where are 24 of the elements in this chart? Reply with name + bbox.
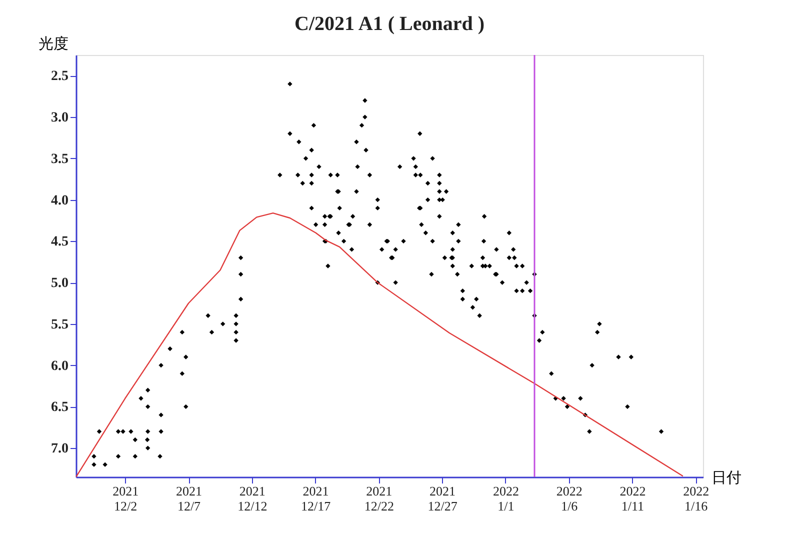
y-tick-label: 2.5: [51, 69, 68, 84]
y-tick-label: 5.5: [51, 317, 68, 332]
x-tick-label: 2021 12/27: [428, 484, 458, 514]
y-tick-label: 3.5: [51, 152, 68, 167]
x-tick-label: 2022 1/11: [620, 484, 646, 514]
x-tick-label: 2022 1/16: [683, 484, 710, 514]
y-tick-label: 4.5: [51, 234, 68, 250]
line-series: [76, 212, 684, 477]
x-tick-label: 2021 12/22: [364, 484, 394, 514]
x-tick-label: 2021 12/2: [112, 484, 139, 514]
y-tick-label: 7.0: [51, 442, 68, 457]
chart-title: C/2021 A1 ( Leonard ): [294, 13, 484, 35]
y-tick-label: 6.5: [51, 400, 68, 416]
y-axis-title: 光度: [38, 36, 68, 52]
x-tick-label: 2022 1/6: [556, 484, 582, 514]
y-tick-label: 5.0: [51, 276, 68, 292]
x-tick-label: 2022 1/1: [492, 484, 519, 514]
y-tick-label: 4.0: [51, 193, 68, 208]
x-tick-label: 2021 12/17: [300, 484, 332, 514]
y-tick-label: 6.0: [51, 358, 68, 374]
x-tick-label: 2021 12/12: [238, 484, 268, 514]
x-axis-title: 日付: [712, 470, 742, 486]
x-tick-label: 2021 12/7: [176, 484, 202, 514]
y-tick-label: 3.0: [51, 110, 68, 126]
